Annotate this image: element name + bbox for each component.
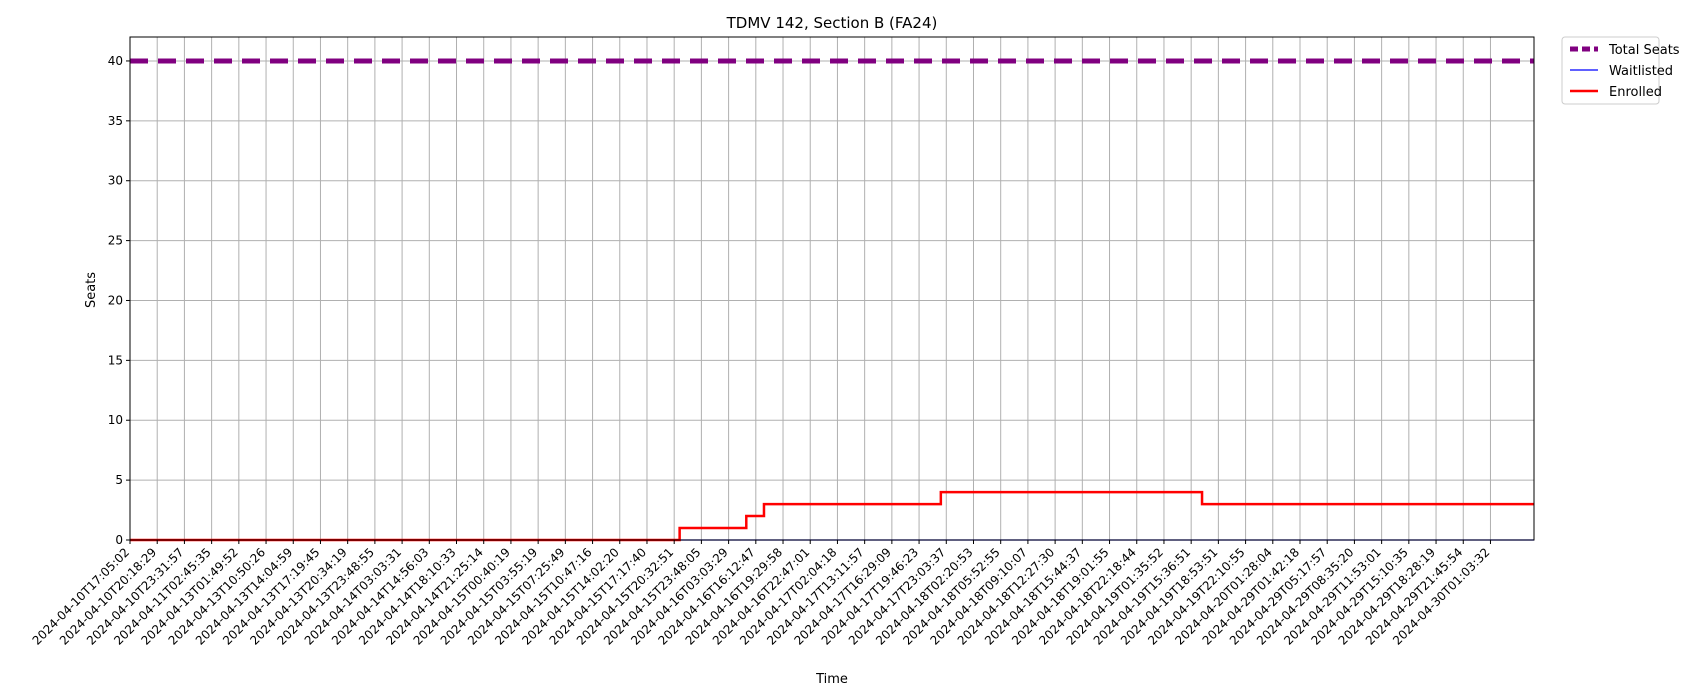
x-axis: 2024-04-10T17:05:022024-04-10T20:18:2920… [30,540,1493,648]
legend-label-enrolled: Enrolled [1609,85,1662,100]
y-tick-label: 25 [108,234,123,248]
y-tick-label: 40 [108,54,123,68]
x-axis-label: Time [815,672,848,687]
legend-label-total-seats: Total Seats [1608,43,1680,58]
y-tick-label: 20 [108,293,123,307]
legend: Total Seats Waitlisted Enrolled [1561,36,1680,105]
y-tick-label: 0 [115,533,123,547]
legend-frame [1561,36,1660,105]
grid [129,37,1534,541]
y-axis: 0 5 10 15 20 25 30 35 40 [108,54,130,547]
y-tick-label: 10 [108,413,123,427]
chart-title: TDMV 142, Section B (FA24) [726,14,938,32]
y-tick-label: 15 [108,353,123,367]
plot-frame [129,36,1535,541]
y-tick-label: 5 [115,473,123,487]
y-tick-label: 35 [108,114,123,128]
series-line-enrolled [130,490,1534,542]
legend-label-waitlisted: Waitlisted [1609,64,1673,79]
y-axis-label: Seats [84,272,99,308]
y-tick-label: 30 [108,174,123,188]
